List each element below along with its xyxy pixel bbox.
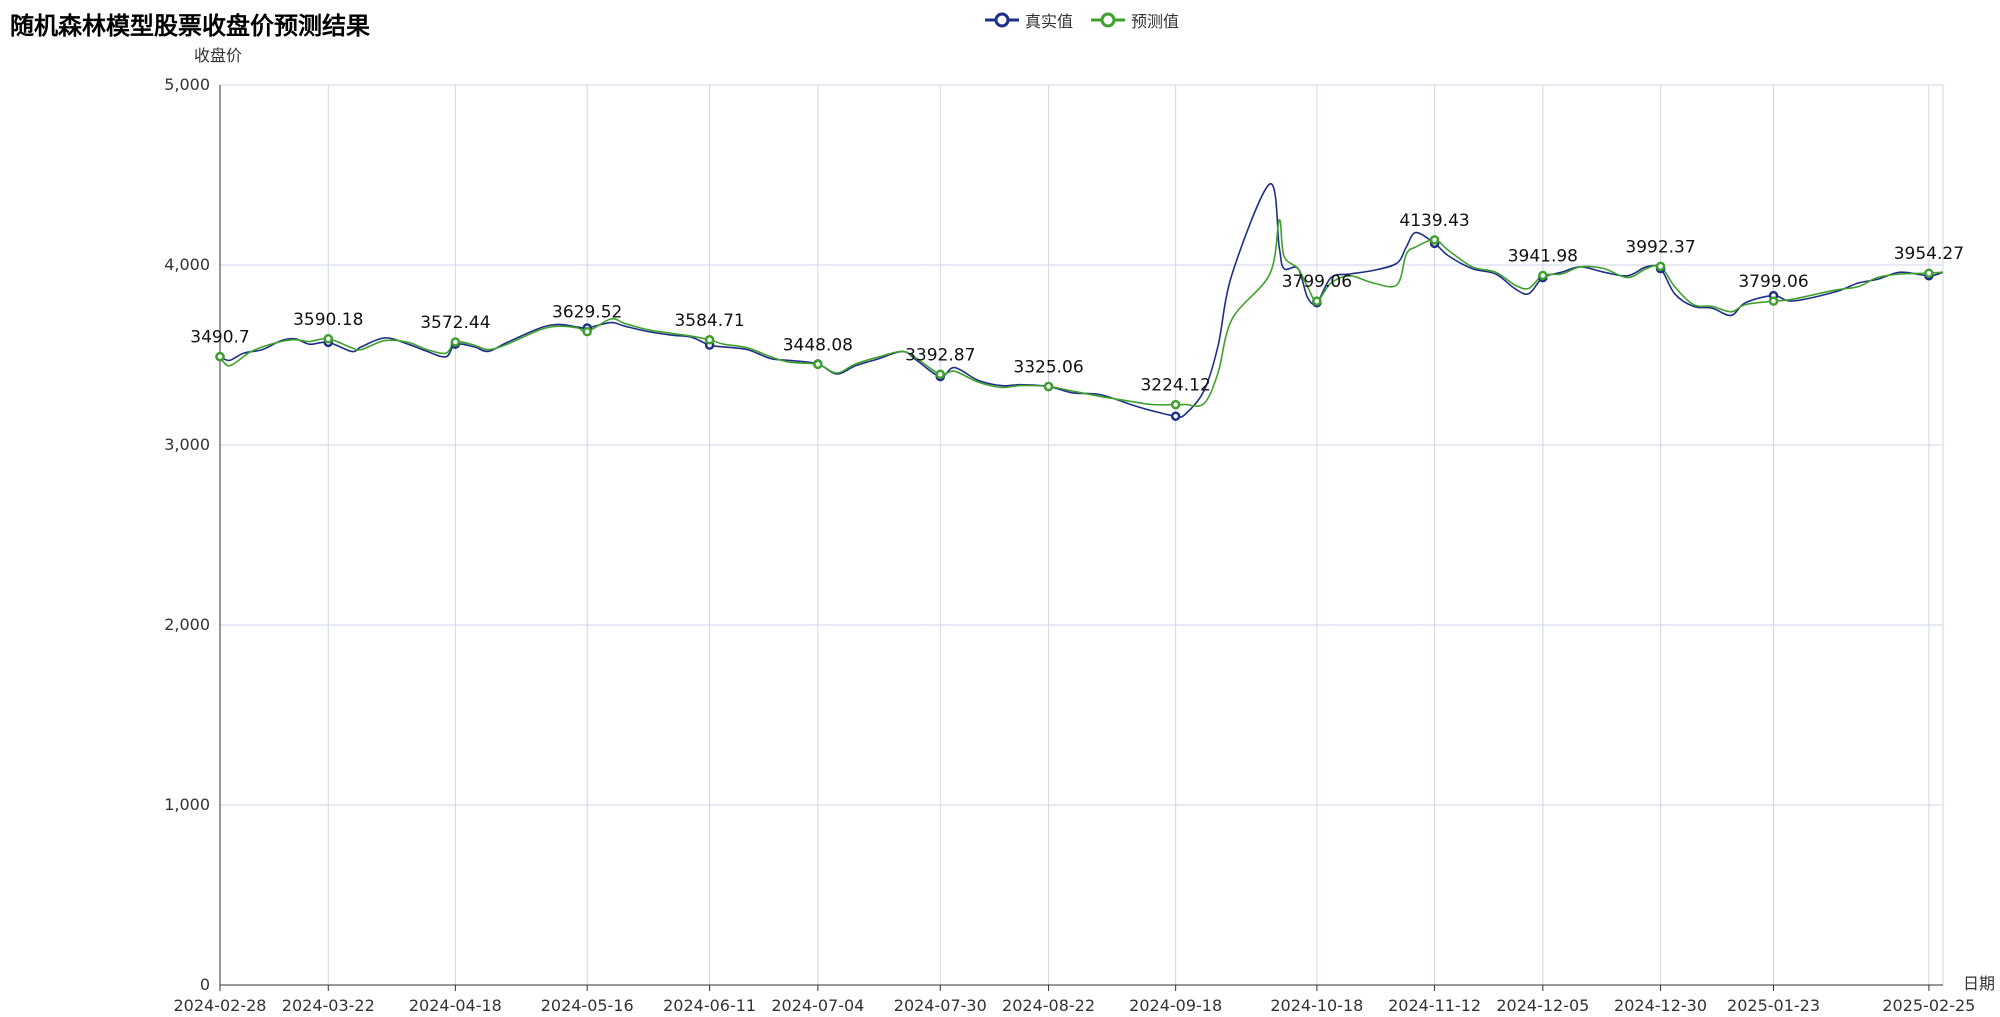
y-tick-label: 3,000 — [164, 435, 210, 454]
legend-item-predicted[interactable]: 预测值 — [1091, 8, 1179, 32]
x-tick-label: 2024-03-22 — [282, 996, 375, 1015]
data-label: 3224.12 — [1140, 376, 1210, 396]
point-predicted[interactable] — [704, 335, 715, 345]
grid — [219, 84, 1944, 986]
legend-item-actual[interactable]: 真实值 — [985, 8, 1073, 32]
point-predicted[interactable] — [1312, 296, 1322, 306]
y-tick-label: 0 — [200, 975, 210, 994]
x-tick-label: 2024-12-05 — [1496, 996, 1589, 1015]
legend-marker-predicted — [1091, 12, 1126, 28]
x-tick-label: 2025-01-23 — [1727, 996, 1820, 1015]
y-axis-label: 收盘价 — [194, 46, 242, 65]
x-tick-label: 2025-02-25 — [1882, 996, 1975, 1015]
point-predicted[interactable] — [582, 326, 592, 337]
point-predicted[interactable] — [813, 359, 823, 370]
x-tick-label: 2024-08-22 — [1002, 996, 1095, 1015]
y-tick-label: 2,000 — [164, 615, 210, 634]
point-predicted[interactable] — [1655, 261, 1666, 272]
point-predicted[interactable] — [1170, 399, 1181, 410]
data-label: 3584.71 — [674, 311, 744, 331]
y-tick-label: 4,000 — [164, 255, 210, 274]
axes: 0 1,000 2,000 3,000 4,000 5,000 2024-02-28 2024… — [164, 46, 1995, 1015]
point-actual[interactable] — [1170, 411, 1181, 421]
data-label: 3992.37 — [1625, 237, 1695, 257]
data-label: 3325.06 — [1013, 357, 1083, 377]
data-label: 3629.52 — [552, 303, 622, 323]
x-tick-label: 2024-12-30 — [1614, 996, 1707, 1015]
legend-marker-actual — [985, 12, 1019, 28]
x-tick-label: 2024-04-18 — [409, 996, 502, 1015]
legend-label-actual: 真实值 — [1025, 12, 1074, 31]
x-tick-label: 2024-05-16 — [541, 996, 634, 1015]
chart-title: 随机森林模型股票收盘价预测结果 — [10, 12, 370, 40]
y-tick-label: 5,000 — [164, 75, 210, 94]
x-tick-label: 2024-11-12 — [1388, 996, 1481, 1015]
data-label: 3799.06 — [1282, 272, 1352, 292]
x-tick-label: 2024-07-30 — [894, 996, 987, 1015]
series-line-actual — [219, 183, 1944, 418]
data-label: 3941.98 — [1508, 246, 1578, 266]
x-axis-label: 日期 — [1963, 974, 1995, 993]
point-predicted[interactable] — [1538, 270, 1548, 281]
point-predicted[interactable] — [1924, 268, 1934, 278]
point-predicted[interactable] — [935, 369, 946, 380]
data-label: 3490.7 — [190, 328, 249, 348]
data-label: 3799.06 — [1738, 272, 1808, 292]
markers — [215, 235, 1934, 421]
x-tick-label: 2024-07-04 — [771, 996, 864, 1015]
y-tick-label: 1,000 — [164, 795, 210, 814]
legend-label-predicted: 预测值 — [1131, 12, 1180, 31]
point-predicted[interactable] — [1768, 296, 1779, 306]
x-tick-label: 2024-10-18 — [1270, 996, 1363, 1015]
legend: 真实值 预测值 — [985, 8, 1179, 32]
point-predicted[interactable] — [323, 334, 334, 344]
point-predicted[interactable] — [1043, 381, 1054, 392]
data-label: 3954.27 — [1894, 244, 1964, 264]
x-tick-label: 2024-02-28 — [174, 996, 267, 1015]
data-label: 3392.87 — [905, 345, 975, 365]
point-predicted[interactable] — [450, 337, 461, 347]
series-line-predicted — [219, 219, 1944, 407]
point-predicted[interactable] — [1429, 235, 1440, 245]
data-label: 4139.43 — [1399, 211, 1469, 231]
x-tick-label: 2024-09-18 — [1129, 996, 1222, 1015]
point-predicted[interactable] — [215, 351, 225, 362]
data-labels: 3490.7 3590.18 3572.44 3629.52 3584.71 3448.0… — [190, 211, 1964, 396]
data-label: 3572.44 — [420, 313, 490, 333]
series-layer — [219, 183, 1944, 418]
data-label: 3448.08 — [783, 335, 853, 355]
x-tick-label: 2024-06-11 — [663, 996, 756, 1015]
data-label: 3590.18 — [293, 310, 363, 330]
